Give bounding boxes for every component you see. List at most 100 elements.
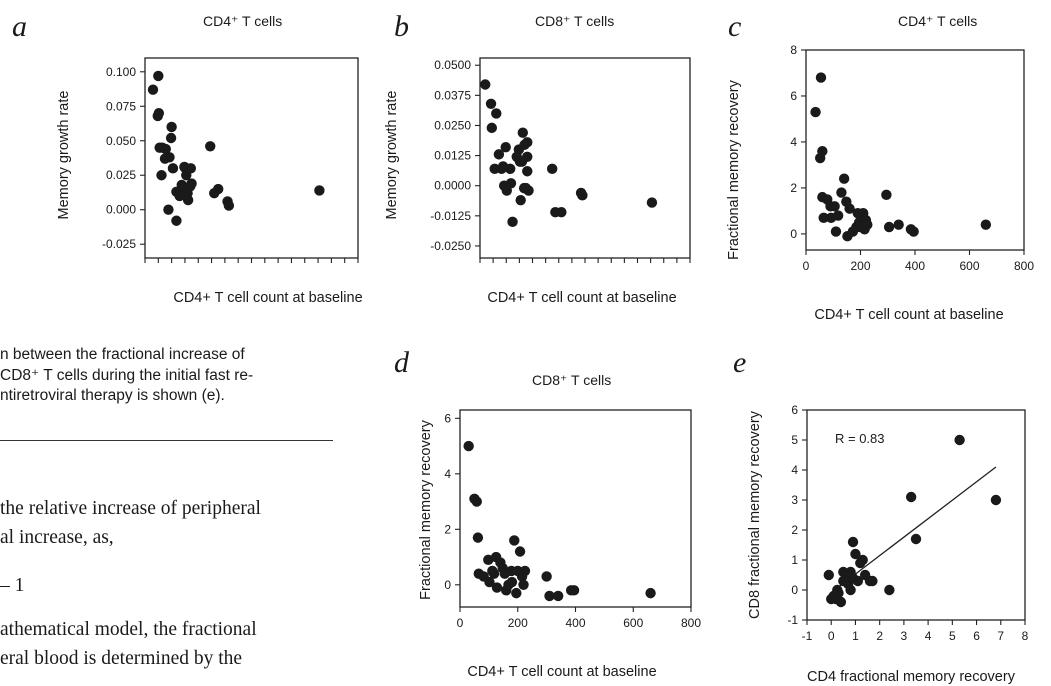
x-axis-label: CD4+ T cell count at baseline <box>173 290 362 306</box>
data-point <box>833 587 844 599</box>
y-tick-label: 0.025 <box>106 168 136 182</box>
panel-letter-d: d <box>394 346 410 379</box>
data-point <box>522 166 533 177</box>
data-point <box>491 582 503 593</box>
y-tick-label: 0.0000 <box>434 179 471 193</box>
x-tick-label: 3 <box>901 629 908 643</box>
panel-letter-a: a <box>12 10 27 43</box>
data-point <box>511 587 522 599</box>
data-point <box>493 149 505 160</box>
data-point <box>568 585 580 596</box>
data-point <box>522 151 533 162</box>
data-point <box>514 546 526 557</box>
x-tick-label: 200 <box>850 259 870 273</box>
chart-panel-c: CD4⁺ T cells 0 2 4 6 8 0 200 400 600 800 CD4+ T cel… <box>726 13 1034 323</box>
y-tick-label: 0.0375 <box>434 88 471 102</box>
y-tick-label: 4 <box>791 463 798 477</box>
data-point <box>556 207 567 218</box>
x-tick-label: 8 <box>1022 629 1029 643</box>
y-tick-label: 6 <box>791 403 798 417</box>
data-point <box>823 569 834 581</box>
regression-line <box>838 466 997 588</box>
panel-letter-c: c <box>728 10 741 43</box>
data-point <box>829 201 840 212</box>
data-point <box>506 576 518 588</box>
x-tick-label: 600 <box>959 259 979 273</box>
y-tick-label: 0.075 <box>106 99 136 113</box>
y-axis-label: Memory growth rate <box>56 91 72 220</box>
panel-title: CD4⁺ T cells <box>203 13 282 29</box>
data-point <box>836 187 847 198</box>
data-point <box>522 137 533 148</box>
data-point <box>862 219 873 230</box>
data-point <box>544 590 555 602</box>
data-point <box>491 108 502 119</box>
chart-panel-b: CD8⁺ T cells -0.0250 -0.0125 0.0000 0.0125 0.… <box>384 13 691 306</box>
data-point <box>908 226 919 237</box>
plot-frame <box>144 57 359 259</box>
x-tick-label: 4 <box>925 629 932 643</box>
data-point <box>509 535 520 546</box>
data-point <box>520 182 532 194</box>
data-point <box>546 163 558 175</box>
body-line: al increase, as, <box>0 527 114 548</box>
data-point <box>541 571 552 582</box>
data-point <box>815 72 827 83</box>
data-point <box>850 548 861 560</box>
data-point <box>147 84 159 95</box>
y-tick-label: 1 <box>791 553 798 567</box>
data-point <box>818 212 829 224</box>
data-point <box>472 532 484 543</box>
data-point <box>645 587 656 599</box>
x-axis-label: CD4+ T cell count at baseline <box>814 307 1003 323</box>
panel-title: CD8⁺ T cells <box>535 13 614 29</box>
y-tick-label: 5 <box>791 433 798 447</box>
x-tick-label: 1 <box>852 629 859 643</box>
x-tick-label: 800 <box>681 616 701 630</box>
y-tick-label: 6 <box>444 411 451 425</box>
x-tick-label: 0 <box>828 629 835 643</box>
y-tick-label: 4 <box>790 135 797 149</box>
data-point <box>577 190 588 201</box>
body-line: – 1 <box>0 575 25 596</box>
y-tick-label: 0.100 <box>106 65 136 79</box>
data-point <box>182 194 194 206</box>
data-point <box>844 203 855 214</box>
data-point <box>884 584 895 596</box>
body-text: the relative increase of peripheral al i… <box>0 494 261 673</box>
data-point <box>980 219 992 230</box>
body-line: the relative increase of peripheral <box>0 498 261 519</box>
data-point <box>153 70 164 82</box>
y-tick-label: 0.0250 <box>434 118 471 132</box>
data-point <box>471 496 482 507</box>
x-tick-label: 0 <box>457 616 464 630</box>
y-axis-label: Memory growth rate <box>384 91 400 220</box>
x-tick-label: 200 <box>508 616 528 630</box>
data-point <box>485 98 497 109</box>
section-divider <box>0 440 333 441</box>
data-point <box>171 215 182 226</box>
panel-letter-e: e <box>733 346 746 379</box>
data-point <box>488 568 500 579</box>
data-point <box>832 210 844 221</box>
x-tick-label: 7 <box>997 629 1004 643</box>
data-point <box>179 183 191 195</box>
plot-frame <box>479 57 691 259</box>
y-tick-label: 2 <box>791 523 798 537</box>
data-point <box>817 145 828 157</box>
chart-panel-d: CD8⁺ T cells 0 2 4 6 0 200 400 600 800 CD4+ T cell… <box>418 372 701 680</box>
y-tick-label: -0.0250 <box>430 239 471 253</box>
x-tick-label: 400 <box>905 259 925 273</box>
data-point <box>838 173 850 184</box>
data-point <box>910 533 922 545</box>
x-tick-label: -1 <box>802 629 813 643</box>
y-tick-label: -0.0125 <box>430 209 471 223</box>
figure-caption: n between the fractional increase of CD8… <box>0 345 253 407</box>
x-tick-label: 400 <box>565 616 585 630</box>
x-axis-label: CD4+ T cell count at baseline <box>487 290 676 306</box>
y-tick-label: -1 <box>787 613 798 627</box>
data-point <box>845 584 856 596</box>
chart-panel-e: -1 0 1 2 3 4 5 6 -1 0 1 2 3 4 5 6 7 8 CD4 fractional memor… <box>747 403 1029 685</box>
data-point <box>223 200 235 211</box>
